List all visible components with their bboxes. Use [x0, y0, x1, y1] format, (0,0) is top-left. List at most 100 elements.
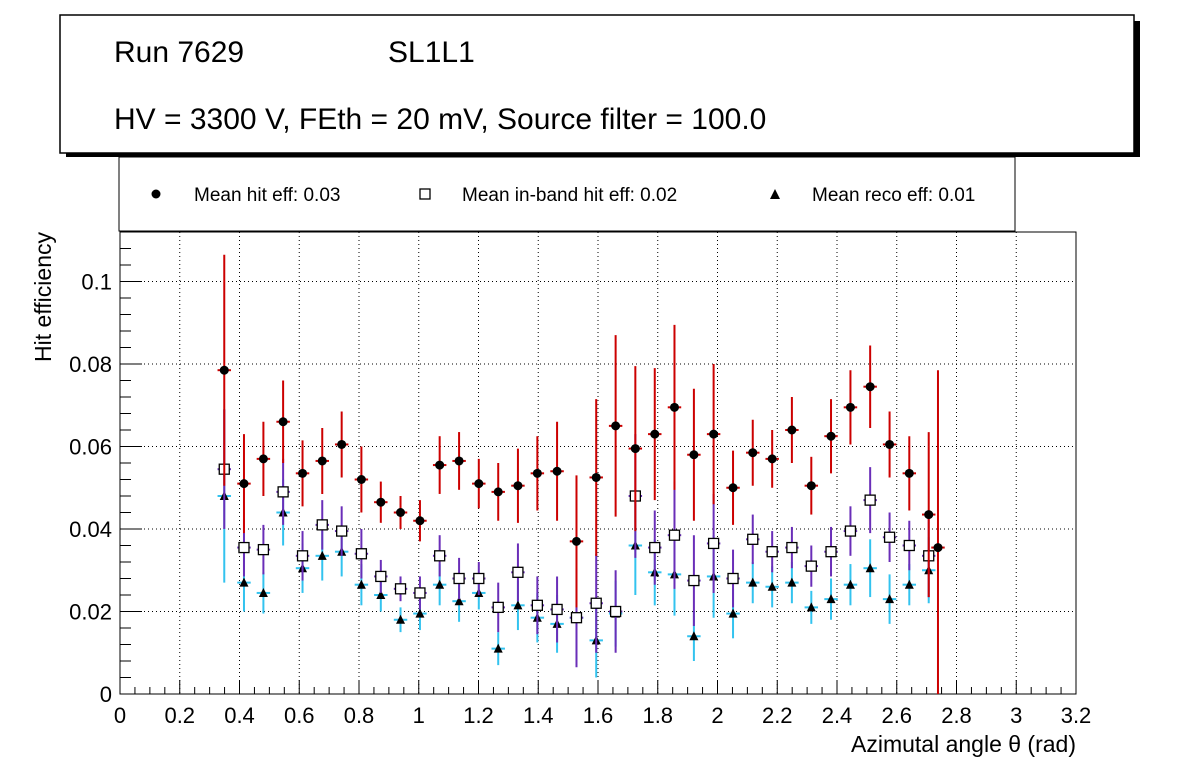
y-tick-label: 0.04: [69, 517, 112, 542]
data-point-reco: [239, 577, 249, 587]
x-tick-label: 0.4: [224, 703, 255, 728]
x-tick-label: 2.6: [881, 703, 912, 728]
data-point-inband: [825, 546, 837, 558]
data-point-reco: [396, 614, 406, 624]
data-point-inband: [805, 560, 817, 572]
data-point-inband: [394, 583, 407, 595]
data-point-hit: [924, 510, 934, 520]
data-point-inband: [453, 572, 465, 585]
data-point-hit: [748, 448, 758, 458]
x-tick-label: 2.4: [822, 703, 853, 728]
y-tick-label: 0: [100, 682, 112, 707]
legend-reco-marker: [770, 189, 780, 199]
data-point-hit: [611, 421, 621, 431]
data-point-hit: [787, 425, 797, 435]
run-number: Run 7629: [114, 36, 244, 69]
run-info-box: Run 7629 SL1L1 HV = 3300 V, FEth = 20 mV…: [59, 14, 1140, 157]
data-point-reco: [493, 643, 503, 653]
data-point-inband: [492, 601, 504, 614]
data-point-inband: [747, 533, 759, 545]
data-point-reco: [806, 602, 816, 612]
legend-inband-marker: [419, 188, 431, 200]
legend-inband-label: Mean in-band hit eff: 0.02: [462, 185, 677, 206]
data-point-hit: [865, 382, 875, 392]
x-tick-label: 1.2: [463, 703, 494, 728]
run-info-box-frame: [59, 14, 1135, 154]
data-point-reco: [454, 596, 464, 606]
data-point-hit: [493, 487, 503, 497]
data-point-reco: [904, 579, 914, 589]
x-axis-label: Azimutal angle θ (rad): [851, 731, 1076, 757]
data-point-hit: [885, 439, 895, 449]
data-point-hit: [278, 417, 288, 427]
x-tick-label: 2: [711, 703, 723, 728]
data-point-hit: [591, 472, 601, 482]
plot-area: 0 0.2 0.4 0.6 0.8 1 1.2 1.4 1.6 1.8 2 2.2 2.4 2.6 2.8 3…: [69, 231, 1091, 728]
data-point-reco: [885, 594, 895, 604]
superlayer-name: SL1L1: [388, 36, 475, 69]
data-point-hit: [845, 402, 855, 412]
data-point-inband: [355, 548, 368, 560]
y-axis-ticks: 0 0.02 0.04 0.06 0.08 0.1: [69, 231, 142, 707]
series-inband: [217, 409, 936, 668]
legend-hit-marker: [151, 189, 161, 199]
x-tick-label: 0.6: [284, 703, 315, 728]
grid-lines: [120, 232, 1076, 694]
data-point-reco: [865, 563, 875, 573]
data-point-hit: [258, 454, 268, 464]
data-point-hit: [337, 439, 347, 449]
data-point-hit: [415, 516, 425, 526]
data-point-hit: [396, 508, 406, 517]
x-axis-ticks: 0 0.2 0.4 0.6 0.8 1 1.2 1.4 1.6 1.8 2 2.2 2.4 2.6 2.8 3…: [114, 680, 1091, 728]
x-tick-label: 3.2: [1061, 703, 1092, 728]
data-point-hit: [532, 468, 542, 478]
y-axis-label: Hit efficiency: [30, 232, 56, 362]
data-point-hit: [806, 481, 816, 491]
x-tick-label: 3: [1010, 703, 1022, 728]
data-point-reco: [376, 590, 386, 599]
series-hit: [217, 254, 945, 694]
data-point-hit: [669, 402, 679, 412]
data-point-inband: [570, 612, 583, 624]
data-point-inband: [668, 529, 681, 541]
y-tick-label: 0.06: [69, 435, 112, 460]
data-point-inband: [375, 570, 387, 583]
data-point-reco: [767, 581, 777, 591]
data-point-hit: [552, 466, 562, 476]
data-point-hit: [298, 468, 308, 478]
x-tick-label: 2.8: [941, 703, 972, 728]
data-point-inband: [296, 550, 309, 562]
data-point-inband: [727, 572, 739, 585]
data-point-hit: [454, 456, 464, 466]
data-point-hit: [630, 444, 640, 454]
data-point-inband: [473, 572, 485, 585]
run-conditions: HV = 3300 V, FEth = 20 mV, Source filter…: [114, 103, 766, 136]
data-point-reco: [435, 579, 445, 589]
data-point-hit: [728, 483, 738, 493]
data-point-hit: [239, 479, 249, 489]
data-point-inband: [277, 486, 289, 498]
data-point-hit: [826, 431, 836, 441]
x-tick-label: 0.8: [344, 703, 375, 728]
data-point-hit: [376, 497, 386, 507]
legend: Mean hit eff: 0.03 Mean in-band hit eff:…: [118, 156, 1016, 232]
data-point-reco: [356, 579, 366, 589]
data-point-inband: [707, 537, 720, 550]
data-point-hit: [767, 454, 777, 464]
data-point-inband: [238, 541, 250, 554]
data-point-reco: [826, 594, 836, 604]
data-series: [217, 254, 945, 694]
data-point-reco: [258, 587, 268, 597]
data-point-inband: [434, 550, 446, 562]
legend-reco-label: Mean reco eff: 0.01: [812, 185, 975, 206]
data-point-hit: [933, 543, 943, 553]
data-point-hit: [474, 479, 484, 489]
x-tick-label: 1: [413, 703, 425, 728]
y-tick-label: 0.02: [69, 600, 112, 625]
data-point-reco: [728, 608, 738, 618]
data-point-reco: [787, 577, 797, 587]
data-point-inband: [844, 525, 857, 537]
legend-hit-label: Mean hit eff: 0.03: [194, 185, 340, 206]
data-point-inband: [766, 546, 778, 558]
